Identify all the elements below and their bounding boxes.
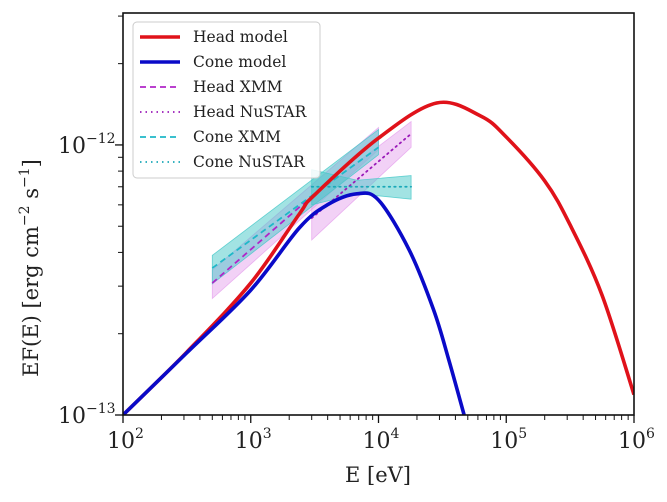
legend: Head model Cone model Head XMM Head NuST… bbox=[132, 21, 321, 179]
curves-layer bbox=[123, 100, 634, 415]
x-axis-label: E [eV] bbox=[345, 463, 411, 487]
y-tick-label: 10−13 bbox=[58, 401, 116, 429]
legend-label: Cone NuSTAR bbox=[193, 153, 306, 171]
x-tick-label: 105 bbox=[490, 426, 527, 454]
series-line-cone-model bbox=[123, 191, 466, 415]
legend-label: Head XMM bbox=[193, 78, 283, 96]
x-tick-label: 102 bbox=[107, 426, 144, 454]
y-tick-label: 10−12 bbox=[58, 131, 116, 159]
x-axis-ticks bbox=[122, 415, 635, 423]
legend-label: Cone model bbox=[193, 53, 286, 71]
legend-label: Head NuSTAR bbox=[193, 103, 308, 121]
x-tick-label: 103 bbox=[235, 426, 272, 454]
series-line-head-model bbox=[123, 100, 634, 415]
legend-label: Cone XMM bbox=[193, 128, 281, 146]
x-tick-label: 104 bbox=[363, 426, 400, 454]
y-axis-ticks bbox=[115, 15, 123, 416]
legend-label: Head model bbox=[193, 28, 288, 46]
y-tick-labels: 10−13 10−12 bbox=[58, 131, 116, 429]
series-line-cone-xmm bbox=[211, 146, 380, 269]
legend-items: Head model Cone model Head XMM Head NuST… bbox=[140, 28, 308, 171]
y-axis-label: EF(E) [erg cm−2 s−1] bbox=[17, 159, 43, 377]
x-tick-label: 106 bbox=[618, 426, 655, 454]
x-tick-labels: 102 103 104 105 106 bbox=[107, 426, 655, 454]
